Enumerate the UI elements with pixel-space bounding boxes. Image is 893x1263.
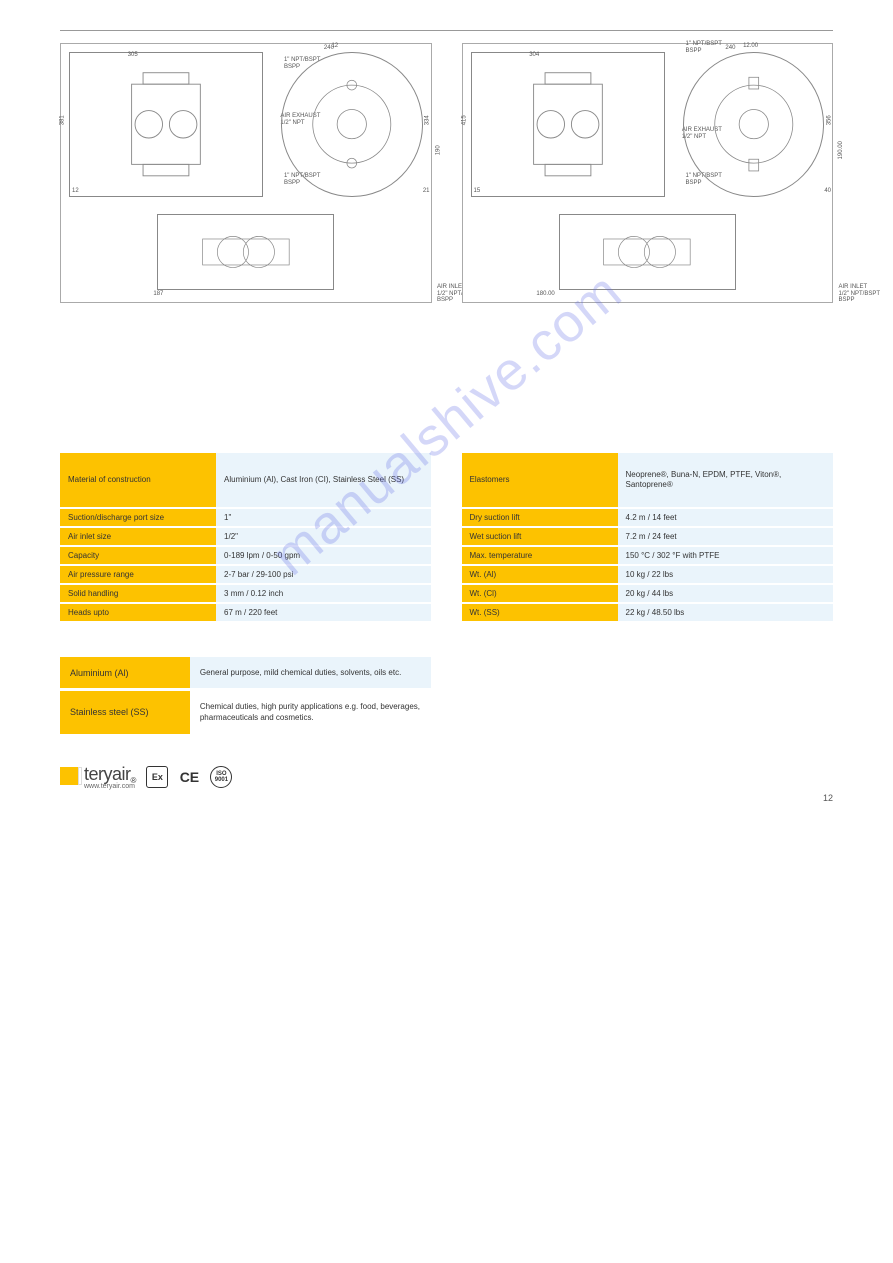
dim-label: 187 [153,291,163,298]
port-label: 1" NPT/BSPT BSPP [685,41,721,54]
spec-value: 22 kg / 48.50 lbs [618,604,833,621]
spec-row: Wt. (SS)22 kg / 48.50 lbs [462,604,834,621]
application-label: Stainless steel (SS) [60,691,190,733]
diagram-right: 304 1" NPT/BSPT BSPP AIR EXHAUST 1/2" NP… [462,43,834,303]
pump-top-icon [577,226,717,278]
spec-label: Heads upto [60,604,216,621]
footer: teryair® www.teryair.com Ex CE ISO 9001 [60,764,833,800]
pump-schematic-icon [89,67,243,182]
port-label: AIR INLET 1/2" NPT/BSPT BSPP [839,284,880,304]
dim-label: 334 [425,116,432,126]
spec-value: 10 kg / 22 lbs [618,566,833,583]
pump-schematic-icon [491,67,645,182]
spec-row: Dry suction lift4.2 m / 14 feet [462,509,834,526]
spec-value: 67 m / 220 feet [216,604,431,621]
dim-label: 415 [461,116,468,126]
page-number: 12 [823,793,833,803]
brand-url: www.teryair.com [84,783,136,790]
spec-label: Suction/discharge port size [60,509,216,526]
applications-table: Aluminium (Al)General purpose, mild chem… [60,657,431,734]
spec-label: Capacity [60,547,216,564]
spec-label: Wt. (Cl) [462,585,618,602]
spec-label: Solid handling [60,585,216,602]
dim-label: 21 [423,188,430,195]
application-row: Stainless steel (SS)Chemical duties, hig… [60,691,431,733]
pump-front-view: 305 1" NPT/BSPT BSPP AIR EXHAUST 1/2" NP… [69,52,263,197]
cert-iso-icon: ISO 9001 [210,766,232,788]
spec-value: 0-189 lpm / 0-50 gpm [216,547,431,564]
spec-row: Wt. (Al)10 kg / 22 lbs [462,566,834,583]
spec-label: Material of construction [60,453,216,507]
dim-label: 180.00 [536,291,554,298]
application-row: Aluminium (Al)General purpose, mild chem… [60,657,431,688]
spec-row: Suction/discharge port size1" [60,509,432,526]
application-value: Chemical duties, high purity application… [190,691,431,733]
dim-label: 356 [827,116,834,126]
dim-label: 40 [824,188,831,195]
pump-side-icon [705,74,803,174]
spec-value: 4.2 m / 14 feet [618,509,833,526]
spec-row: Wt. (Cl)20 kg / 44 lbs [462,585,834,602]
spec-row: Air pressure range2-7 bar / 29-100 psi [60,566,432,583]
spec-row: Air inlet size1/2" [60,528,432,545]
spec-label: Air inlet size [60,528,216,545]
pump-side-view: 240 356 40 [683,52,824,197]
spec-value: 20 kg / 44 lbs [618,585,833,602]
spec-label: Wt. (SS) [462,604,618,621]
spec-value: Neoprene®, Buna-N, EPDM, PTFE, Viton®, S… [618,453,833,507]
spec-row: Heads upto67 m / 220 feet [60,604,432,621]
logo-block-icon [60,767,78,785]
pump-front-view: 304 1" NPT/BSPT BSPP AIR EXHAUST 1/2" NP… [471,52,665,197]
spec-label: Wt. (Al) [462,566,618,583]
spec-value: 2-7 bar / 29-100 psi [216,566,431,583]
spec-row: Solid handling3 mm / 0.12 inch [60,585,432,602]
spec-table-right: ElastomersNeoprene®, Buna-N, EPDM, PTFE,… [462,453,834,623]
spec-label: Air pressure range [60,566,216,583]
dim-label: 15 [474,188,481,195]
application-value: General purpose, mild chemical duties, s… [190,657,431,688]
spec-row: ElastomersNeoprene®, Buna-N, EPDM, PTFE,… [462,453,834,507]
spec-value: Aluminium (Al), Cast Iron (CI), Stainles… [216,453,431,507]
dim-label: 12 [72,188,79,195]
cert-ex-icon: Ex [146,766,168,788]
dim-label: 304 [529,52,539,59]
spec-label: Dry suction lift [462,509,618,526]
pump-side-view: 240 334 21 [281,52,422,197]
spec-value: 3 mm / 0.12 inch [216,585,431,602]
spec-row: Max. temperature150 °C / 302 °F with PTF… [462,547,834,564]
spec-row: Capacity0-189 lpm / 0-50 gpm [60,547,432,564]
spec-value: 1" [216,509,431,526]
pump-top-icon [176,226,316,278]
diagram-left: 305 1" NPT/BSPT BSPP AIR EXHAUST 1/2" NP… [60,43,432,303]
spec-row: Wet suction lift7.2 m / 24 feet [462,528,834,545]
spec-table-left: Material of constructionAluminium (Al), … [60,453,432,623]
dim-label: 381 [60,116,67,126]
dim-label: 305 [128,52,138,59]
dim-label: 190 [436,145,443,155]
dim-label: 240 [725,45,735,52]
spec-tables: Material of constructionAluminium (Al), … [60,453,833,623]
brand-name: teryair [84,764,131,785]
spec-value: 1/2" [216,528,431,545]
logo-block-icon [78,767,82,785]
dim-label: 12 [331,43,338,50]
spec-label: Elastomers [462,453,618,507]
spec-label: Max. temperature [462,547,618,564]
spec-value: 7.2 m / 24 feet [618,528,833,545]
diagram-row: 305 1" NPT/BSPT BSPP AIR EXHAUST 1/2" NP… [60,43,833,303]
pump-side-icon [303,74,401,174]
spec-value: 150 °C / 302 °F with PTFE [618,547,833,564]
pump-top-view: 187 12 190 AIR INLET 1/2" NPT/BSPT BSPP [157,214,334,290]
pump-top-view: 180.00 12.00 190.00 AIR INLET 1/2" NPT/B… [559,214,736,290]
dim-label: 12.00 [743,43,758,50]
spec-label: Wet suction lift [462,528,618,545]
header-rule [60,30,833,31]
dim-label: 190.00 [838,141,845,159]
application-label: Aluminium (Al) [60,657,190,688]
cert-ce-icon: CE [178,766,200,788]
spec-row: Material of constructionAluminium (Al), … [60,453,432,507]
brand-logo: teryair® [60,764,136,785]
